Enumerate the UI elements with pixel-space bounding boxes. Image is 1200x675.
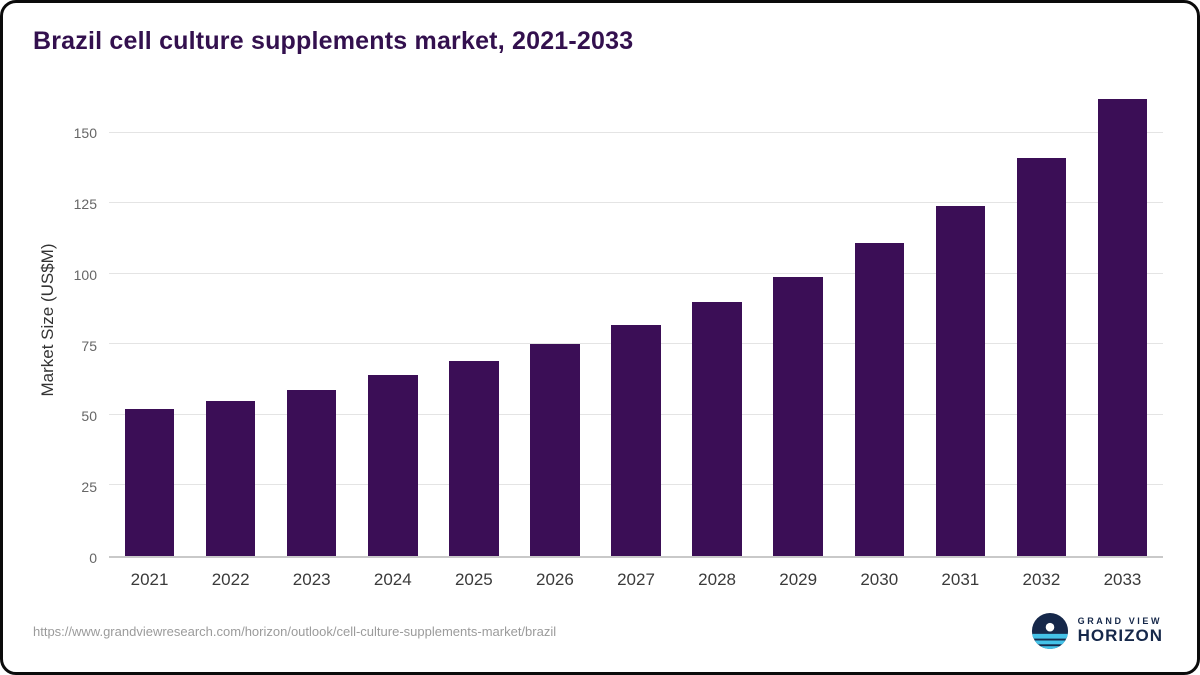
bar-2031 [935, 206, 986, 556]
x-tick-label-2031: 2031 [941, 570, 980, 589]
x-tick-label-2026: 2026 [536, 570, 574, 589]
chart-area: Market Size (US$M) 0 25 50 75 100 125 150 2021… [33, 82, 1163, 594]
bar-2024 [368, 375, 418, 556]
x-tick-label-2032: 2032 [1022, 570, 1061, 589]
horizon-logo-icon [1031, 612, 1068, 650]
x-tick-label-2024: 2024 [373, 570, 412, 589]
y-tick-label: 25 [81, 479, 97, 496]
footer: https://www.grandviewresearch.com/horizo… [33, 594, 1163, 658]
y-tick-label: 125 [73, 195, 97, 212]
bar-2026 [530, 344, 580, 556]
bar-2028 [692, 302, 742, 556]
gridline [109, 272, 1163, 274]
bar-column-2025 [433, 82, 514, 556]
bar-2029 [773, 276, 823, 556]
plot-area [109, 82, 1163, 558]
bar-2023 [286, 389, 337, 556]
bar-2027 [611, 324, 661, 556]
bar-column-2030 [839, 82, 920, 556]
x-tick-label-2027: 2027 [617, 570, 655, 589]
x-tick-label-2023: 2023 [292, 570, 331, 589]
y-tick-label: 150 [73, 125, 97, 141]
bar-2025 [449, 361, 499, 556]
grand-view-horizon-logo: GRAND VIEW HORIZON [1031, 612, 1163, 650]
bar-column-2027 [595, 82, 676, 556]
bar-column-2032 [1001, 82, 1082, 556]
bar-column-2021 [109, 82, 190, 556]
x-tick-label-2025: 2025 [454, 570, 493, 589]
x-tick-label-2033: 2033 [1103, 570, 1142, 589]
bar-2030 [854, 242, 904, 556]
y-axis-label-cell: Market Size (US$M) [33, 82, 63, 558]
y-tick-label: 0 [89, 550, 97, 566]
gridline [109, 131, 1163, 133]
x-axis: 2021 2022 2023 2024 2025 2026 2027 2028 2029 2030… [109, 558, 1163, 594]
x-tick-label-2021: 2021 [130, 570, 169, 589]
logo-text: GRAND VIEW HORIZON [1078, 616, 1163, 646]
y-axis-label: Market Size (US$M) [38, 243, 57, 397]
y-tick-label: 100 [73, 266, 97, 283]
page-title: Brazil cell culture supplements market, … [33, 27, 634, 55]
bar-column-2024 [352, 82, 433, 556]
x-tick-label-2022: 2022 [211, 570, 250, 589]
x-tick-label-2030: 2030 [860, 570, 899, 589]
bar-2033 [1097, 98, 1148, 556]
x-tick-label-2029: 2029 [779, 570, 818, 589]
source-url: https://www.grandviewresearch.com/horizo… [33, 623, 557, 639]
bar-column-2022 [190, 82, 271, 556]
y-tick-label: 75 [81, 337, 97, 354]
logo-line-grand-view: GRAND VIEW [1077, 616, 1163, 627]
bar-2032 [1016, 158, 1067, 556]
bar-column-2028 [677, 82, 758, 556]
bar-column-2033 [1082, 82, 1163, 556]
y-axis: 0 25 50 75 100 125 150 [63, 82, 109, 566]
x-tick-label-2028: 2028 [698, 570, 736, 589]
bar-2022 [205, 400, 256, 556]
bar-2021 [124, 409, 175, 556]
bar-column-2029 [758, 82, 839, 556]
bar-column-2023 [271, 82, 352, 556]
y-tick-label: 50 [81, 408, 97, 425]
gridline [109, 202, 1163, 204]
bar-column-2026 [514, 82, 595, 556]
logo-line-horizon: HORIZON [1077, 626, 1163, 646]
bar-column-2031 [920, 82, 1001, 556]
